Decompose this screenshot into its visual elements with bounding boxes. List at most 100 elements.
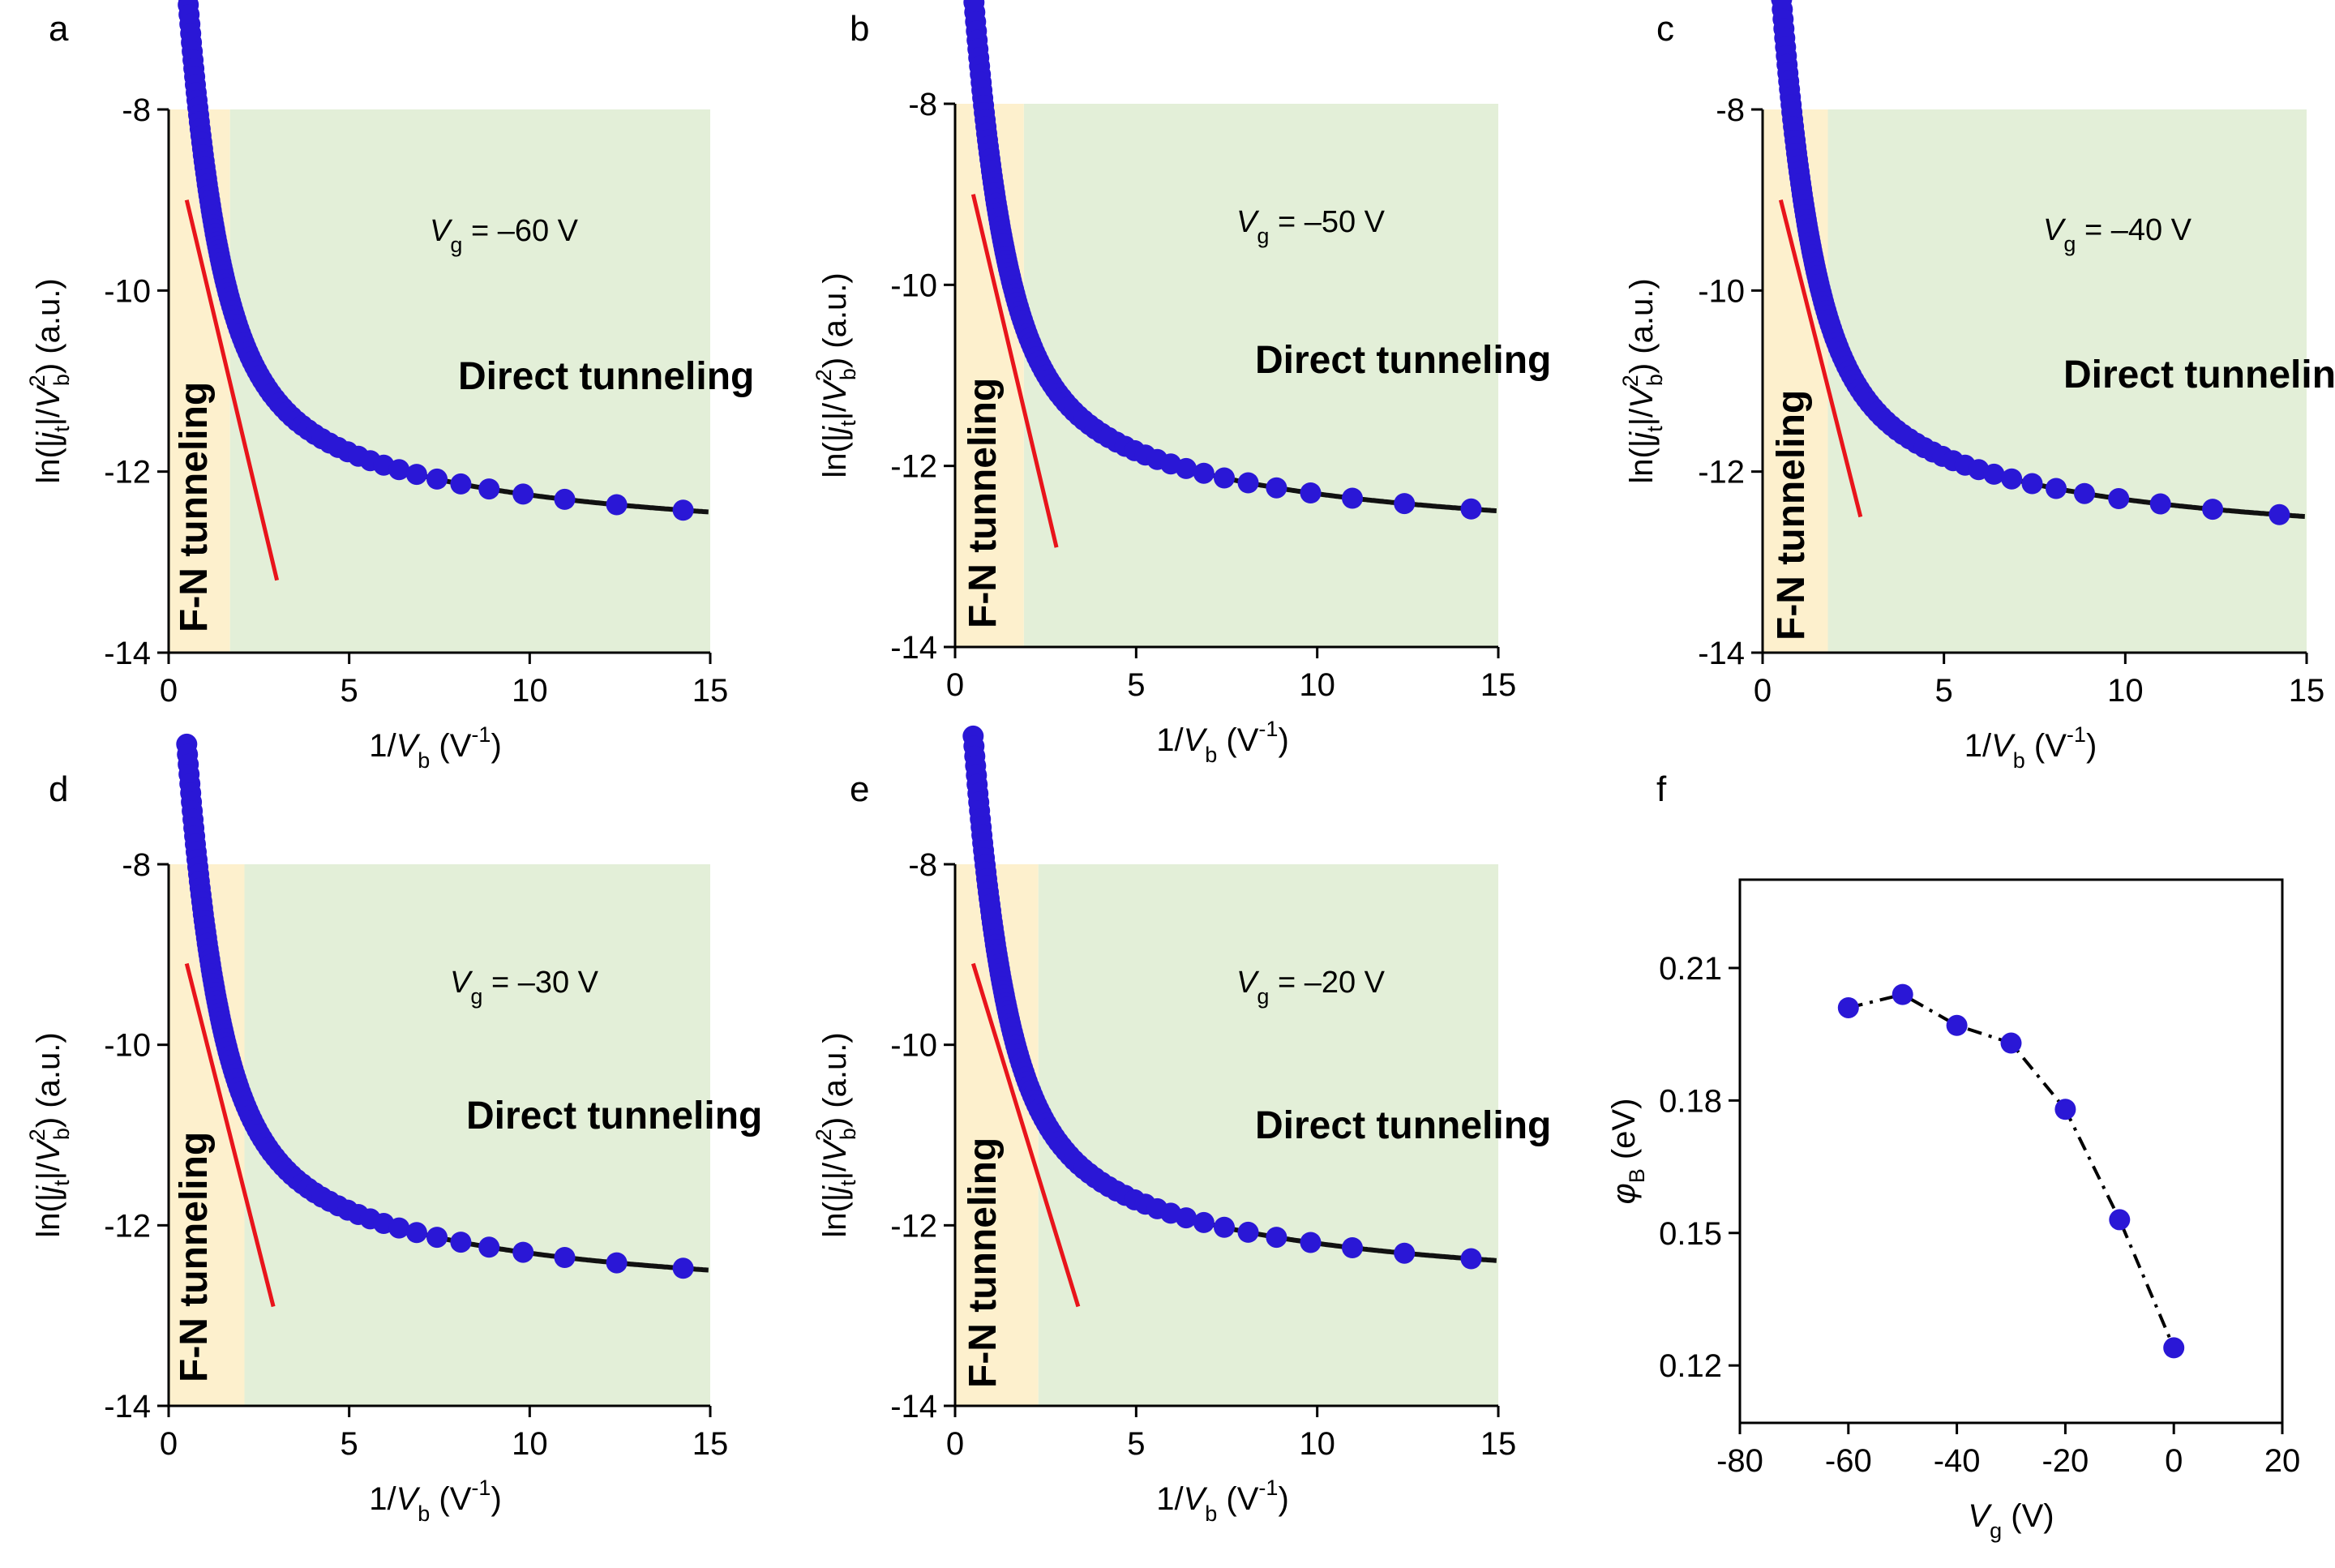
direct-tunneling-label: Direct tunneling <box>2063 353 2335 396</box>
x-tick-label: 0 <box>1754 673 1772 709</box>
y-tick-label: -10 <box>104 273 151 309</box>
data-point <box>1193 1211 1215 1233</box>
x-tick-label: 20 <box>2264 1443 2301 1479</box>
data-point <box>450 473 472 495</box>
fn-fit-line <box>970 194 1059 548</box>
data-point <box>1237 1221 1259 1243</box>
data-point <box>2202 499 2224 521</box>
y-tick-label: 0.15 <box>1659 1216 1722 1252</box>
data-point <box>672 1257 694 1279</box>
data-points <box>178 0 694 521</box>
fn-tunneling-label: F-N tunneling <box>173 382 216 632</box>
fn-fit-line <box>970 962 1081 1308</box>
data-point <box>450 1232 472 1253</box>
x-axis-label: 1/Vb (V-1) <box>1156 1476 1289 1526</box>
y-tick-label: -14 <box>1698 636 1745 671</box>
fn-tunneling-label: F-N tunneling <box>962 378 1005 628</box>
data-point <box>1237 472 1259 494</box>
y-tick-label: -14 <box>890 1389 937 1424</box>
x-tick-label: 10 <box>1299 667 1335 703</box>
gate-voltage-annotation: Vg = –20 V <box>1236 966 1386 1009</box>
data-point <box>1266 477 1287 499</box>
data-point <box>388 459 410 481</box>
data-point <box>2269 503 2290 525</box>
y-tick-label: -8 <box>122 847 151 883</box>
x-tick-label: 0 <box>946 667 964 703</box>
data-point <box>2163 1337 2185 1359</box>
data-point <box>1214 467 1235 489</box>
x-tick-label: 10 <box>512 1426 548 1462</box>
x-tick-label: 15 <box>692 1426 729 1462</box>
panel-a: 0 5 10 15 -8 -10 -12 -14 a Vg = –60 V Direct tunne… <box>25 0 754 773</box>
panel-d: 0 5 10 15 -8 -10 -12 -14 d Vg = –30 V Direct tunne… <box>25 733 762 1526</box>
x-tick-label: 0 <box>946 1426 964 1462</box>
x-tick-label: 15 <box>2289 673 2325 709</box>
y-tick-label: -10 <box>1698 273 1745 309</box>
data-point <box>2000 1032 2022 1054</box>
data-point <box>1176 457 1197 479</box>
data-point <box>478 1236 500 1258</box>
data-point <box>554 1247 576 1268</box>
x-tick-label: 5 <box>1127 1426 1145 1462</box>
panel-label: d <box>49 769 68 809</box>
y-tick-label: 0.21 <box>1659 951 1722 987</box>
y-tick-label: -10 <box>890 268 937 303</box>
y-tick-label: -8 <box>908 847 937 883</box>
x-tick-label: 10 <box>2107 673 2144 709</box>
direct-region <box>1038 864 1498 1406</box>
direct-region <box>1827 109 2307 653</box>
data-point <box>426 1227 448 1249</box>
y-axis-label: ln(|jt|/V2b) (a.u.) <box>25 1032 74 1237</box>
y-axis-label: ln(|jt|/V2b) (a.u.) <box>812 272 860 478</box>
panel-label: e <box>850 769 869 809</box>
gate-voltage-annotation: Vg = –30 V <box>450 966 599 1009</box>
data-point <box>1214 1216 1235 1238</box>
panel-label: f <box>1656 769 1667 809</box>
gate-voltage-annotation: Vg = –50 V <box>1236 205 1386 248</box>
data-point <box>1837 996 1859 1018</box>
direct-tunneling-label: Direct tunneling <box>458 355 754 398</box>
data-point <box>2021 473 2043 495</box>
data-point <box>2109 1209 2131 1231</box>
data-point <box>1394 1242 1416 1264</box>
y-tick-label: -10 <box>890 1028 937 1064</box>
x-tick-label: -20 <box>2042 1443 2089 1479</box>
x-tick-label: -40 <box>1934 1443 1981 1479</box>
y-tick-label: -12 <box>1698 455 1745 491</box>
data-point <box>1300 1232 1322 1253</box>
x-tick-label: 10 <box>512 673 548 709</box>
data-point <box>606 494 628 516</box>
y-tick-label: -12 <box>104 455 151 491</box>
data-point <box>512 1241 534 1263</box>
data-point <box>1394 493 1416 515</box>
fn-tunneling-label: F-N tunneling <box>962 1137 1005 1388</box>
y-tick-label: -8 <box>908 87 937 122</box>
data-point <box>672 499 694 521</box>
x-axis-label: 1/Vb (V-1) <box>369 722 502 773</box>
data-point <box>1300 482 1322 503</box>
data-point <box>1176 1207 1197 1229</box>
y-tick-label: -10 <box>104 1028 151 1064</box>
x-tick-label: -60 <box>1825 1443 1872 1479</box>
y-tick-label: -14 <box>890 630 937 666</box>
data-point <box>512 483 534 505</box>
direct-tunneling-label: Direct tunneling <box>466 1095 762 1137</box>
data-points <box>176 733 694 1279</box>
y-axis-label: ln(|jt|/V2b) (a.u.) <box>812 1032 860 1237</box>
y-tick-label: -8 <box>1716 92 1745 128</box>
data-points <box>1771 0 2290 525</box>
data-points <box>963 0 1482 520</box>
y-tick-label: -14 <box>104 1389 151 1424</box>
x-tick-label: 5 <box>1127 667 1145 703</box>
data-point <box>1460 1248 1482 1270</box>
y-tick-label: -12 <box>890 449 937 485</box>
data-point <box>2001 468 2023 490</box>
fn-tunneling-label: F-N tunneling <box>173 1132 216 1382</box>
direct-tunneling-label: Direct tunneling <box>1255 339 1551 382</box>
data-point <box>2149 493 2171 515</box>
data-point <box>405 1222 427 1244</box>
fn-fit-line <box>184 199 280 581</box>
y-axis-label: φB (eV) <box>1606 1099 1649 1205</box>
x-tick-label: 5 <box>1935 673 1953 709</box>
panel-c: 0 5 10 15 -8 -10 -12 -14 c Vg = –40 V Direct tunne… <box>1618 0 2335 773</box>
